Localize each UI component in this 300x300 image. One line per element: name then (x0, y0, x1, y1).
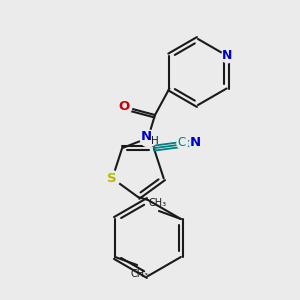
Text: N: N (221, 49, 232, 62)
Text: N: N (140, 130, 152, 143)
Text: C: C (178, 136, 186, 149)
Text: S: S (106, 172, 116, 185)
Text: CH₃: CH₃ (149, 198, 167, 208)
Text: O: O (118, 100, 130, 112)
Text: CH₃: CH₃ (130, 269, 148, 279)
Text: N: N (189, 136, 200, 149)
Text: H: H (151, 136, 159, 146)
